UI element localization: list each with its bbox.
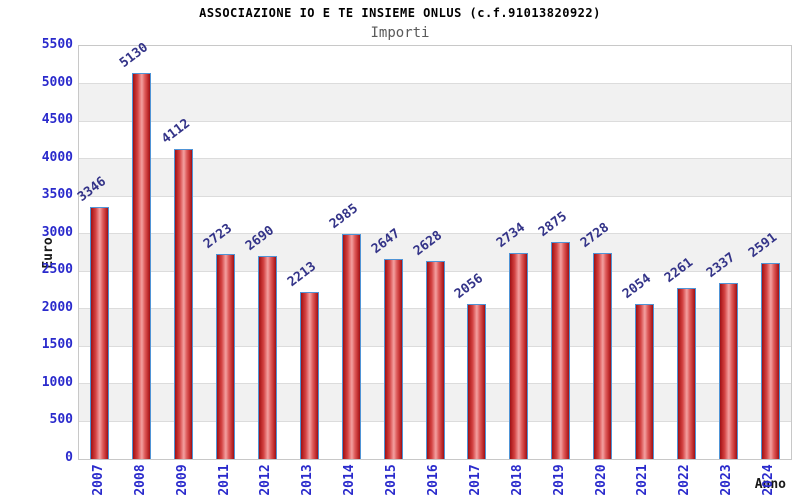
x-axis-title: Anno xyxy=(754,477,786,492)
bar xyxy=(90,206,110,459)
y-tick-label: 5000 xyxy=(41,74,73,90)
y-tick-label: 3000 xyxy=(41,224,73,240)
gridline xyxy=(79,233,791,235)
x-tick-label: 2014 xyxy=(342,464,358,496)
x-tick-label: 2023 xyxy=(719,464,735,496)
bar xyxy=(676,288,696,459)
bar xyxy=(551,242,571,459)
bar-value-label: 2054 xyxy=(619,270,654,302)
y-tick-label: 3500 xyxy=(41,187,73,203)
y-tick-label: 2500 xyxy=(41,262,73,278)
bar xyxy=(174,149,194,459)
plot-area: 3346 5130 4112 2723 2690 2213 2985 2647 2628 2056… xyxy=(75,40,792,460)
gridline xyxy=(79,120,791,122)
x-tick-label: 2020 xyxy=(593,464,609,496)
x-tick-label: 2015 xyxy=(384,464,400,496)
bar xyxy=(718,282,738,459)
bar-value-label: 2690 xyxy=(242,223,277,255)
chart-subtitle: Importi xyxy=(370,25,430,41)
bar-value-label: 2875 xyxy=(536,209,571,241)
x-tick-label: 2007 xyxy=(90,464,106,496)
x-tick-label: 2022 xyxy=(677,464,693,496)
y-tick-label: 0 xyxy=(65,450,73,465)
bar xyxy=(467,303,487,459)
gridline xyxy=(79,195,791,197)
bar xyxy=(425,260,445,459)
bar-value-label: 2261 xyxy=(661,255,696,287)
chart-title: ASSOCIAZIONE IO E TE INSIEME ONLUS (c.f.… xyxy=(199,6,601,20)
gridline xyxy=(79,158,791,160)
y-tick-label: 1000 xyxy=(41,374,73,390)
bar xyxy=(341,233,361,459)
y-tick-label: 1500 xyxy=(41,337,73,353)
bar xyxy=(760,263,780,459)
bar xyxy=(257,256,277,459)
bar-value-label: 2213 xyxy=(284,259,319,290)
bar xyxy=(299,291,319,459)
x-tick-label: 2019 xyxy=(551,464,567,496)
x-tick-label: 2011 xyxy=(216,464,232,496)
bar xyxy=(509,252,529,459)
x-tick-label: 2016 xyxy=(426,464,441,496)
x-tick-label: 2021 xyxy=(635,464,651,496)
bar-value-label: 3346 xyxy=(75,173,110,205)
bar-value-label: 5130 xyxy=(117,39,152,71)
bar-value-label: 2591 xyxy=(745,230,780,262)
bar xyxy=(132,72,152,459)
bar-value-label: 2734 xyxy=(494,219,529,251)
x-tick-label: 2009 xyxy=(174,464,190,496)
bar-value-label: 2723 xyxy=(201,220,236,252)
gridline xyxy=(79,83,791,85)
bar xyxy=(383,259,403,459)
y-tick-label: 4500 xyxy=(41,112,73,128)
bar-value-label: 2728 xyxy=(577,220,613,252)
bar xyxy=(216,253,236,459)
x-tick-label: 2013 xyxy=(300,464,316,496)
bar-value-label: 2056 xyxy=(452,270,487,302)
x-tick-label: 2012 xyxy=(258,464,274,496)
x-tick-label: 2017 xyxy=(467,464,483,496)
x-tick-label: 2024 xyxy=(761,464,777,496)
bar-value-label: 2985 xyxy=(326,201,361,232)
x-tick-label: 2018 xyxy=(509,464,525,496)
y-tick-label: 500 xyxy=(49,412,73,428)
y-tick-label: 5500 xyxy=(41,37,73,52)
bar xyxy=(634,303,654,459)
bar-value-label: 2337 xyxy=(703,249,738,281)
y-tick-label: 2000 xyxy=(41,299,73,315)
bar-value-label: 2647 xyxy=(368,226,403,258)
y-tick-label: 4000 xyxy=(41,149,73,165)
x-tick-label: 2008 xyxy=(132,464,148,496)
bar xyxy=(593,253,613,459)
